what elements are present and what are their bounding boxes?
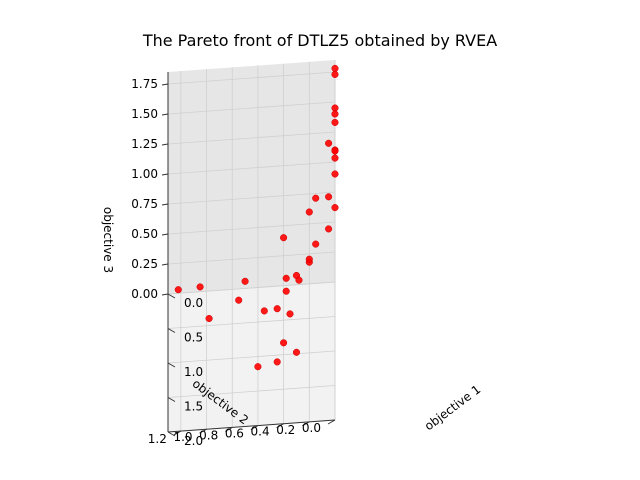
tick-labels: 0.0 0.5 1.0 1.5 2.0 0.0 0.2 0.4 0.6 0.8 1.0 1.2 0.00… — [131, 77, 321, 448]
data-point — [312, 240, 320, 248]
z-tick-label: 1.75 — [131, 77, 158, 91]
data-point — [331, 104, 339, 112]
y-tick-label: 0.4 — [251, 425, 270, 439]
z-tick-label: 0.00 — [131, 287, 158, 301]
data-point — [331, 64, 339, 72]
z-tick-mark — [161, 233, 169, 236]
grid-line-z-left — [167, 161, 336, 175]
data-point — [331, 170, 339, 178]
x-tick-mark — [167, 328, 176, 333]
z-tick-label: 0.50 — [131, 227, 158, 241]
z-tick-label: 1.00 — [131, 167, 158, 181]
data-point — [325, 225, 333, 233]
chart-title: The Pareto front of DTLZ5 obtained by RV… — [142, 31, 498, 50]
grid-line-x-floor — [167, 350, 336, 364]
data-point — [331, 70, 339, 78]
data-point — [325, 193, 333, 201]
x-tick-label: 0.0 — [184, 296, 203, 310]
data-point — [280, 234, 288, 242]
y-tick-label: 0.0 — [302, 421, 321, 435]
y-tick-mark — [276, 423, 284, 429]
y-tick-label: 1.2 — [148, 432, 167, 446]
data-point — [196, 283, 204, 291]
z-tick-mark — [161, 293, 169, 296]
data-point — [205, 314, 213, 323]
data-point — [331, 110, 339, 118]
y-axis-line — [167, 419, 336, 433]
data-point — [286, 310, 294, 318]
data-point — [235, 296, 243, 304]
grid-line-x-floor — [167, 316, 336, 329]
grid-line-z-left — [167, 131, 336, 145]
y-tick-mark — [327, 419, 336, 425]
data-point — [331, 118, 339, 126]
data-point — [305, 208, 313, 216]
back-left-pane — [168, 60, 335, 294]
data-point — [282, 287, 290, 295]
data-point — [273, 305, 281, 313]
data-point — [254, 363, 262, 371]
y-tick-label: 0.8 — [199, 428, 218, 442]
y-tick-label: 0.2 — [276, 423, 295, 437]
z-tick-mark — [161, 113, 169, 116]
data-points — [174, 64, 339, 371]
x-tick-label: 1.5 — [184, 400, 203, 414]
y-tick-mark — [224, 426, 233, 432]
x-tick-mark — [167, 431, 176, 437]
y-tick-mark — [173, 430, 182, 436]
y-tick-label: 1.0 — [173, 430, 192, 444]
x-axis-label: objective 1 — [422, 382, 483, 433]
y-tick-mark — [199, 428, 207, 434]
grid-line-z-left — [167, 71, 336, 85]
data-point — [260, 307, 268, 315]
x-tick-label: 1.0 — [184, 365, 203, 379]
z-axis-label: objective 3 — [101, 207, 115, 273]
data-point — [280, 339, 288, 347]
data-point — [295, 276, 303, 284]
data-point — [312, 194, 320, 202]
grid-line-z-left — [167, 251, 336, 265]
z-tick-mark — [161, 83, 169, 86]
data-point — [305, 255, 313, 263]
x-tick-label: 0.5 — [184, 331, 203, 345]
axis-lines — [161, 72, 336, 437]
z-tick-label: 0.75 — [131, 197, 158, 211]
grid-line-z-left — [167, 221, 336, 235]
data-point — [331, 147, 339, 155]
z-tick-label: 1.50 — [131, 107, 158, 121]
z-tick-label: 1.25 — [131, 137, 158, 151]
data-point — [174, 286, 182, 294]
z-tick-label: 0.25 — [131, 257, 158, 271]
z-tick-mark — [161, 263, 169, 266]
data-point — [331, 204, 339, 212]
x-tick-label: 2.0 — [184, 434, 203, 448]
data-point — [292, 348, 301, 356]
data-point — [325, 139, 333, 147]
z-tick-mark — [161, 203, 169, 206]
y-tick-mark — [302, 421, 310, 427]
x-tick-mark — [167, 397, 176, 402]
grid-line-z-left — [167, 281, 336, 295]
y-tick-mark — [250, 425, 259, 430]
grid-line-z-left — [167, 191, 336, 205]
z-tick-mark — [161, 143, 169, 146]
grid-line-z-left — [167, 101, 336, 115]
data-point — [282, 274, 290, 282]
data-point — [273, 358, 281, 366]
x-tick-mark — [167, 293, 176, 299]
data-point — [241, 277, 249, 285]
data-point — [331, 154, 339, 162]
z-tick-mark — [161, 173, 169, 176]
grid-line-x-floor — [167, 385, 336, 398]
x-tick-mark — [167, 362, 176, 368]
y-tick-label: 0.6 — [225, 427, 244, 441]
